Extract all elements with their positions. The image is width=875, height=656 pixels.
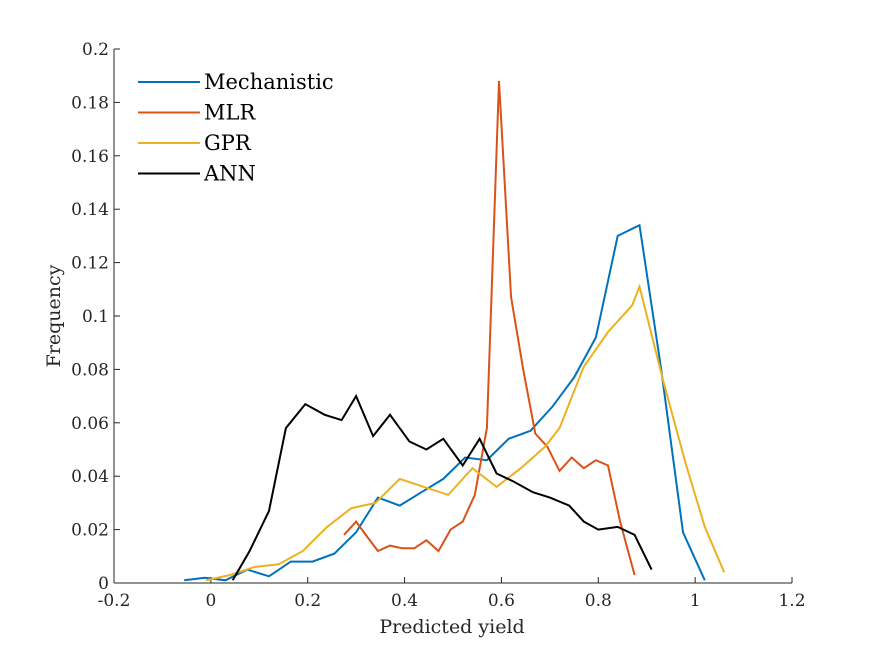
y-tick-label: 0.2 (82, 40, 109, 60)
x-tick-label: 1.2 (778, 591, 805, 611)
x-tick-label: 0.6 (488, 591, 515, 611)
y-tick-label: 0.12 (71, 254, 109, 274)
series-line-mechanistic (184, 223, 706, 582)
x-tick-label: -0.2 (98, 591, 131, 611)
y-tick-label: 0.18 (71, 93, 109, 113)
y-tick-label: 0.06 (71, 414, 109, 434)
y-tick-label: 0.02 (71, 521, 109, 541)
x-tick-label: 0 (205, 591, 216, 611)
axes: -0.2 0 0.2 0.4 0.6 0.8 1 1.200.020.040.060.080.… (71, 40, 805, 611)
x-tick-label: 1 (690, 591, 701, 611)
legend-label-mlr: MLR (204, 101, 256, 125)
y-tick-label: 0.08 (71, 360, 109, 380)
y-axis-label: Frequency (43, 264, 65, 367)
legend-label-gpr: GPR (204, 131, 252, 155)
series-line-mlr (343, 80, 636, 576)
legend: Mechanistic MLR GPR ANN (138, 70, 334, 186)
series-line-ann (231, 393, 653, 581)
x-tick-label: 0.2 (294, 591, 321, 611)
y-tick-label: 0.14 (71, 200, 109, 220)
x-axis-label: Predicted yield (379, 616, 524, 638)
x-tick-label: 0.4 (391, 591, 418, 611)
legend-label-ann: ANN (203, 162, 256, 186)
x-tick-label: 0.8 (585, 591, 612, 611)
y-tick-label: 0 (98, 574, 109, 594)
y-tick-label: 0.16 (71, 147, 109, 167)
y-tick-label: 0.1 (82, 307, 109, 327)
series-line-gpr (205, 283, 726, 582)
series-layer (184, 80, 726, 582)
y-tick-label: 0.04 (71, 467, 109, 487)
legend-label-mechanistic: Mechanistic (204, 70, 334, 94)
